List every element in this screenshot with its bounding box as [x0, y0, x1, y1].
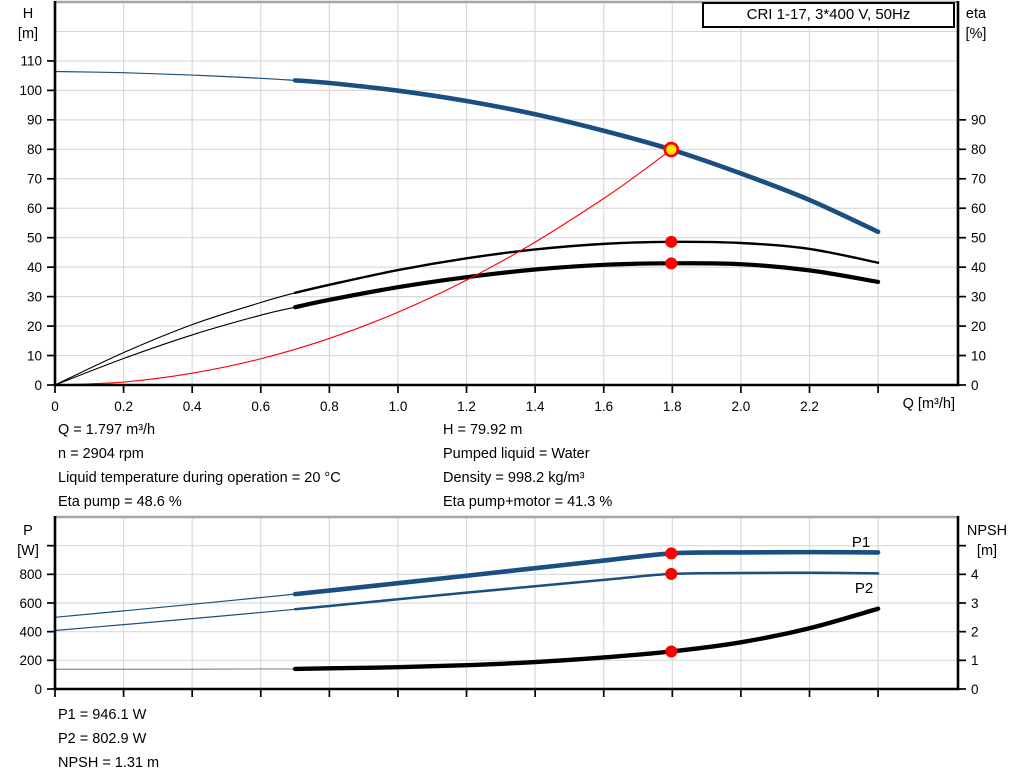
p1-curve-label: P1: [852, 534, 870, 551]
h-axis-title-line2: [m]: [17, 26, 39, 42]
pump-title-box: CRI 1-17, 3*400 V, 50Hz: [702, 2, 955, 28]
p2-curve: [293, 571, 880, 611]
y-right-tick-label: 1: [971, 653, 979, 668]
h-curve-thin: [54, 70, 296, 81]
duty-point-marker[interactable]: [663, 141, 680, 158]
y-left-tick-label: 800: [19, 567, 42, 582]
system-curve: [54, 149, 672, 386]
y-right-tick-label: 20: [971, 319, 986, 334]
x-tick-label: 0.4: [183, 399, 202, 414]
info-eta-pump: Eta pump = 48.6 %: [58, 494, 182, 510]
npsh-axis-title-line1: NPSH: [966, 523, 1008, 539]
y-right-tick-label: 2: [971, 624, 979, 639]
q-axis-title: Q [m³/h]: [902, 396, 955, 412]
info-eta-pump-motor: Eta pump+motor = 41.3 %: [443, 494, 613, 510]
eta-axis-title-line2: [%]: [965, 26, 987, 42]
p1-curve-thin: [54, 593, 296, 618]
eta-pump-motor-curve-thin: [54, 306, 296, 386]
eta-pump-curve: [293, 240, 880, 294]
p-axis-title-line2: [W]: [17, 543, 39, 559]
power-info: P1 = 946.1 W P2 = 802.9 W NPSH = 1.31 m: [58, 703, 159, 775]
y-left-tick-label: 110: [20, 54, 42, 69]
y-left-tick-label: 20: [27, 319, 42, 334]
y-right-tick-label: 0: [971, 378, 979, 393]
npsh-axis-title: NPSH [m]: [958, 521, 1016, 561]
h-axis-title-line1: H: [22, 6, 34, 22]
p2-curve-label: P2: [855, 580, 873, 597]
h-curve: [292, 78, 881, 235]
x-tick-label: 0: [51, 399, 59, 414]
p-axis-title: P [W]: [8, 521, 48, 561]
y-right-tick-label: 40: [971, 260, 986, 275]
x-tick-label: 0.2: [114, 399, 133, 414]
info-pumped-liquid: Pumped liquid = Water: [443, 446, 590, 462]
info-speed: n = 2904 rpm: [58, 446, 144, 462]
info-npsh: NPSH = 1.31 m: [58, 755, 160, 771]
info-p2: P2 = 802.9 W: [58, 731, 147, 747]
p2-curve-thin: [54, 608, 296, 632]
info-liquid-temperature: Liquid temperature during operation = 20…: [58, 470, 341, 486]
x-tick-label: 0.8: [320, 399, 339, 414]
y-left-tick-label: 40: [27, 260, 42, 275]
npsh-curve: [292, 606, 881, 672]
y-left-tick-label: 600: [19, 596, 42, 611]
info-p1: P1 = 946.1 W: [58, 707, 147, 723]
eta-pump-motor-curve: [292, 261, 881, 310]
y-right-tick-label: 4: [971, 567, 979, 582]
x-tick-label: 1.0: [389, 399, 408, 414]
y-left-tick-label: 50: [27, 230, 42, 245]
y-right-tick-label: 90: [971, 113, 986, 128]
x-tick-label: 1.8: [663, 399, 682, 414]
info-density: Density = 998.2 kg/m³: [443, 470, 585, 486]
pump-title-text: CRI 1-17, 3*400 V, 50Hz: [746, 6, 911, 23]
y-right-tick-label: 50: [971, 230, 986, 245]
x-tick-label: 2.0: [732, 399, 751, 414]
npsh-marker: [665, 645, 678, 658]
p2-marker: [665, 567, 678, 580]
y-left-tick-label: 90: [27, 113, 42, 128]
y-left-tick-label: 400: [19, 624, 42, 639]
y-right-tick-label: 0: [971, 682, 979, 697]
y-right-tick-label: 60: [971, 201, 986, 216]
info-h: H = 79.92 m: [443, 422, 523, 438]
eta-axis-title: eta [%]: [955, 4, 997, 44]
y-right-tick-label: 80: [971, 142, 986, 157]
y-left-tick-label: 80: [27, 142, 42, 157]
y-right-tick-label: 10: [971, 348, 986, 363]
y-right-tick-label: 3: [971, 596, 979, 611]
duty-info-left: Q = 1.797 m³/h n = 2904 rpm Liquid tempe…: [58, 418, 341, 514]
y-left-tick-label: 200: [19, 653, 42, 668]
y-left-tick-label: 100: [19, 83, 42, 98]
y-left-tick-label: 60: [27, 201, 42, 216]
npsh-axis-title-line2: [m]: [976, 543, 998, 559]
x-tick-label: 1.6: [594, 399, 613, 414]
y-left-tick-label: 10: [27, 348, 42, 363]
eta-pump-marker: [665, 235, 678, 248]
h-axis-title: H [m]: [8, 4, 48, 44]
eta-pump-motor-marker: [665, 257, 678, 270]
x-tick-label: 0.6: [251, 399, 270, 414]
x-tick-label: 1.4: [526, 399, 545, 414]
duty-info-right: H = 79.92 m Pumped liquid = Water Densit…: [443, 418, 612, 514]
y-right-tick-label: 70: [971, 172, 986, 187]
p1-marker: [665, 547, 678, 560]
x-tick-label: 1.2: [457, 399, 476, 414]
x-tick-label: 2.2: [800, 399, 819, 414]
eta-pump-curve-thin: [54, 292, 296, 386]
y-left-tick-label: 30: [27, 289, 42, 304]
eta-axis-title-line1: eta: [965, 6, 987, 22]
info-q: Q = 1.797 m³/h: [58, 422, 156, 438]
p1-curve: [292, 549, 881, 597]
p-axis-title-line1: P: [23, 523, 33, 539]
y-left-tick-label: 0: [34, 378, 42, 393]
y-left-tick-label: 0: [34, 682, 42, 697]
y-right-tick-label: 30: [971, 289, 986, 304]
y-left-tick-label: 70: [27, 172, 42, 187]
